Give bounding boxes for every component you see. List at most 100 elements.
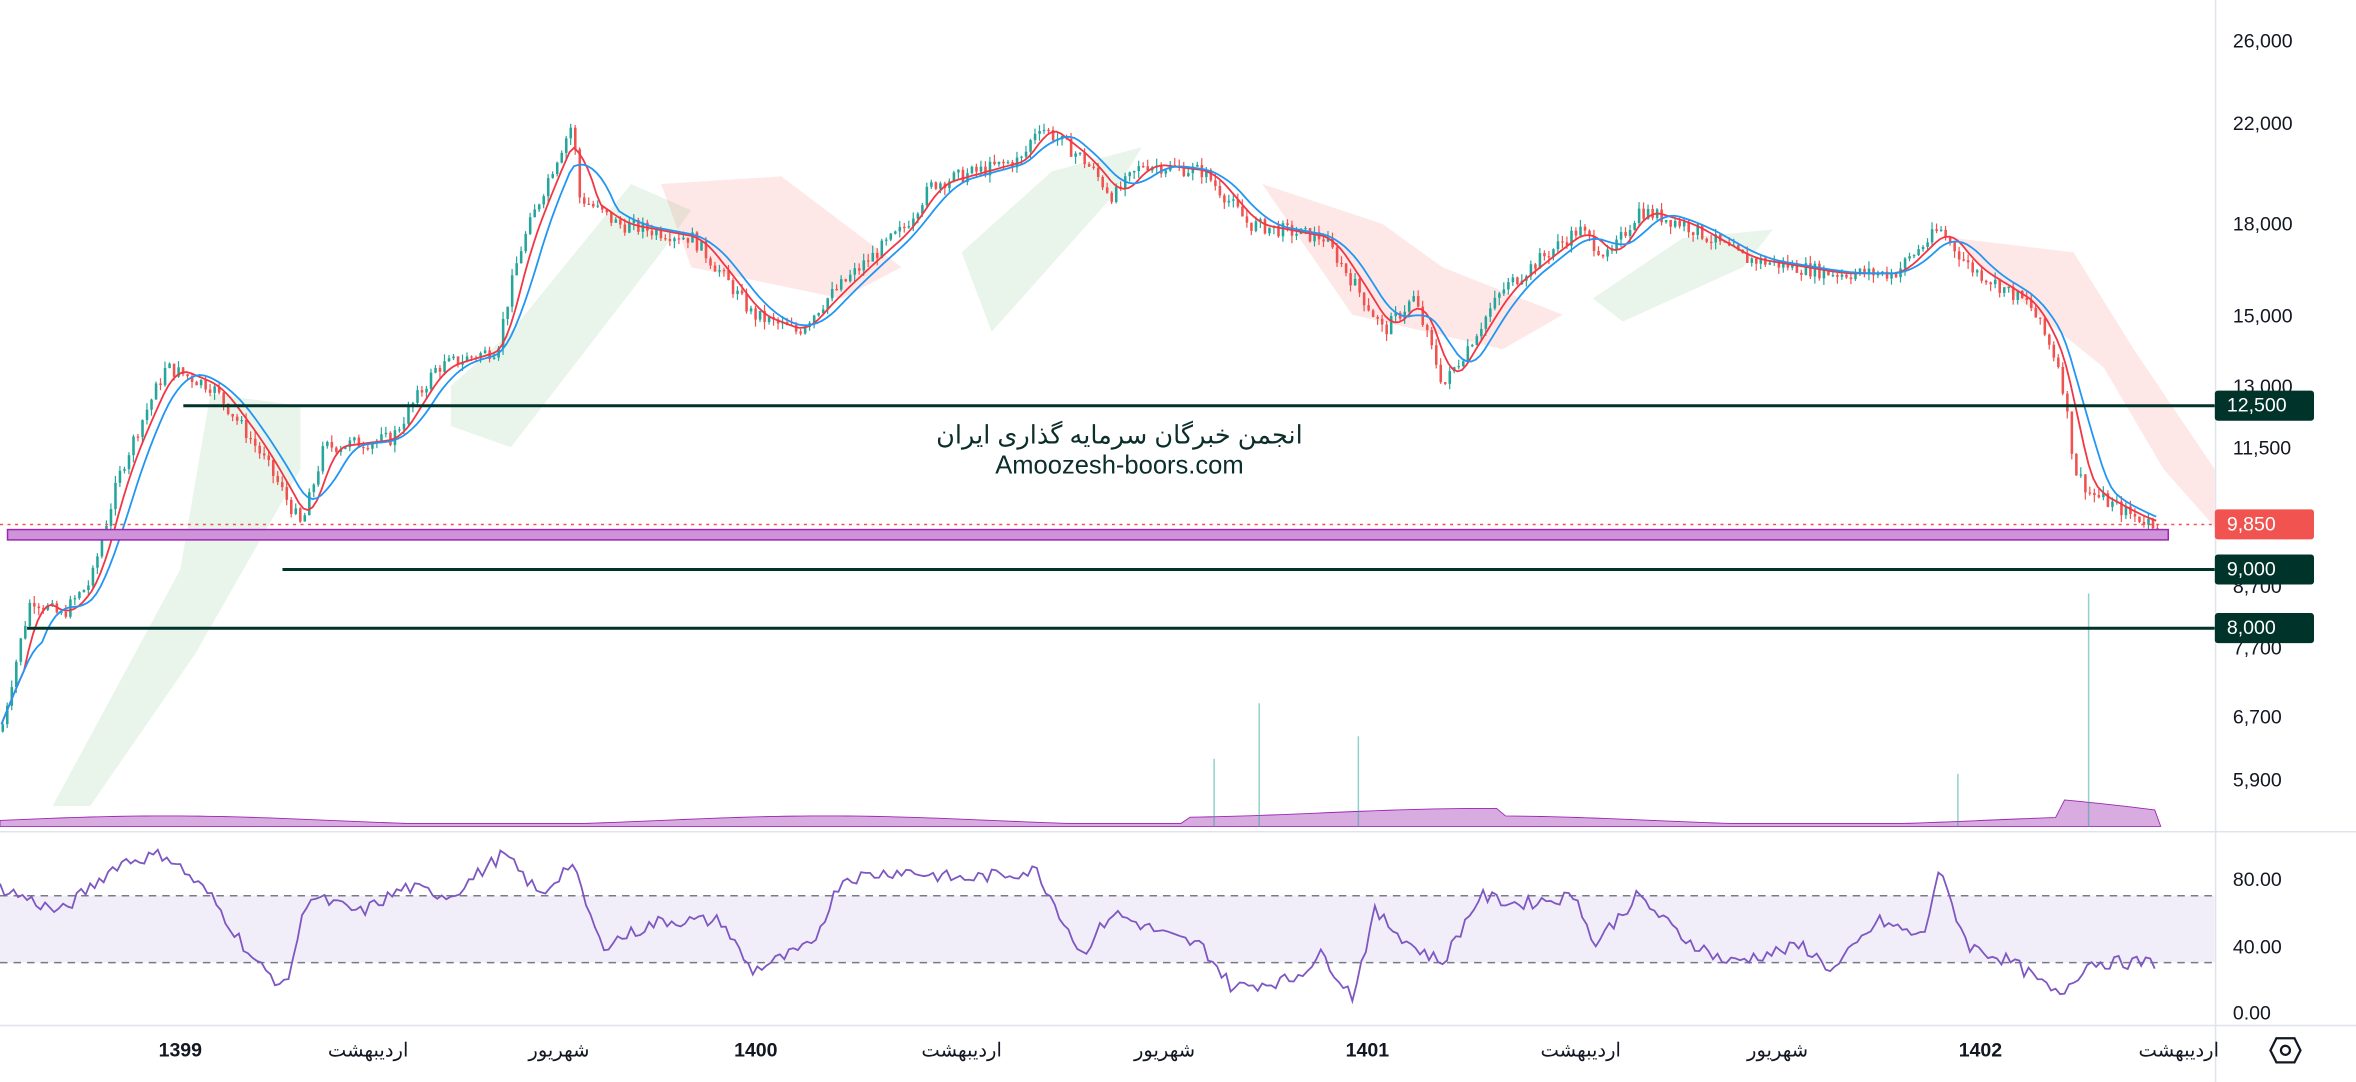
candle [853, 268, 857, 275]
support-zone [6, 528, 2170, 541]
candle [718, 270, 721, 272]
candle [82, 589, 86, 593]
candle [894, 231, 897, 234]
candle [60, 611, 63, 614]
candle [925, 186, 929, 206]
candle [19, 638, 23, 662]
candle [1966, 260, 1970, 263]
price-axis-label: 15,000 [2232, 303, 2293, 327]
candle [1664, 220, 1668, 223]
candle [1051, 130, 1055, 141]
candle [1367, 305, 1370, 311]
pane-divider[interactable] [0, 830, 2356, 833]
candle [1624, 232, 1627, 236]
candle [353, 437, 356, 441]
candle [889, 233, 893, 240]
candle [727, 270, 730, 281]
candle [1809, 263, 1812, 277]
candle [1425, 324, 1429, 330]
candle [240, 420, 243, 422]
candle [290, 499, 293, 514]
ma-slow-line [0, 135, 2157, 725]
candle [42, 608, 45, 610]
candle [1588, 230, 1591, 236]
candle [2133, 513, 2137, 517]
candle [1759, 257, 1763, 264]
candle [1637, 208, 1641, 224]
candle [1831, 274, 1835, 277]
candle [799, 331, 802, 334]
candle [668, 239, 672, 242]
candle [555, 162, 559, 175]
candle [528, 217, 532, 234]
candle [492, 357, 496, 359]
candle [145, 409, 149, 421]
candle [1511, 277, 1515, 283]
candle [1863, 268, 1866, 275]
candle [1141, 166, 1145, 168]
candle [136, 436, 140, 438]
candle [1836, 274, 1839, 277]
candle [2138, 516, 2141, 522]
candle [934, 182, 938, 189]
candle [1416, 296, 1420, 307]
candle [2124, 506, 2128, 516]
candle [803, 327, 807, 334]
time-axis-label: اردیبهشت [327, 1038, 409, 1061]
chart-canvas[interactable] [0, 0, 2215, 1082]
candle [249, 438, 252, 440]
candle [614, 219, 618, 223]
candle [758, 310, 762, 320]
candle [519, 251, 523, 264]
candle [587, 203, 591, 205]
candle [1268, 227, 1271, 234]
candle [2079, 474, 2083, 476]
candle [483, 350, 487, 354]
candle [258, 445, 262, 454]
time-axis-label: اردیبهشت [2138, 1038, 2220, 1061]
candle [1534, 264, 1537, 269]
price-axis-label: 22,000 [2232, 112, 2293, 136]
candle [1746, 253, 1749, 263]
candle [371, 443, 374, 449]
candle [664, 238, 667, 240]
candle [380, 434, 383, 441]
ichimoku-cloud [450, 183, 692, 448]
hexagon-settings-icon[interactable] [2269, 1037, 2302, 1064]
candle [1908, 256, 1911, 259]
candle [578, 149, 582, 198]
candle [537, 204, 541, 210]
candle [217, 386, 221, 393]
candle [961, 169, 965, 183]
candle [1642, 208, 1645, 219]
candle [2066, 393, 2069, 412]
candle [1394, 312, 1397, 317]
candle [921, 205, 924, 214]
candle [1921, 246, 1925, 250]
candle [1443, 382, 1447, 384]
candle [1358, 278, 1361, 293]
candle [907, 226, 911, 228]
price-tag: 12,500 [2214, 390, 2315, 421]
candle [691, 232, 694, 243]
candle [1128, 172, 1132, 177]
candle [159, 383, 162, 385]
candle [610, 212, 613, 223]
time-axis-label: شهریور [1747, 1038, 1809, 1061]
candle [975, 166, 978, 172]
candle [812, 315, 816, 324]
candle [867, 260, 870, 262]
candle [172, 363, 176, 377]
candle [326, 441, 329, 447]
candle [1196, 164, 1199, 167]
candle [1700, 224, 1704, 239]
candle [1047, 129, 1050, 132]
candle [1182, 166, 1186, 177]
candle [78, 592, 81, 599]
candle [1448, 371, 1452, 384]
candle [1277, 225, 1280, 237]
candle [1971, 262, 1974, 273]
candle [898, 226, 902, 232]
candle [1957, 251, 1961, 260]
candle [695, 232, 699, 251]
